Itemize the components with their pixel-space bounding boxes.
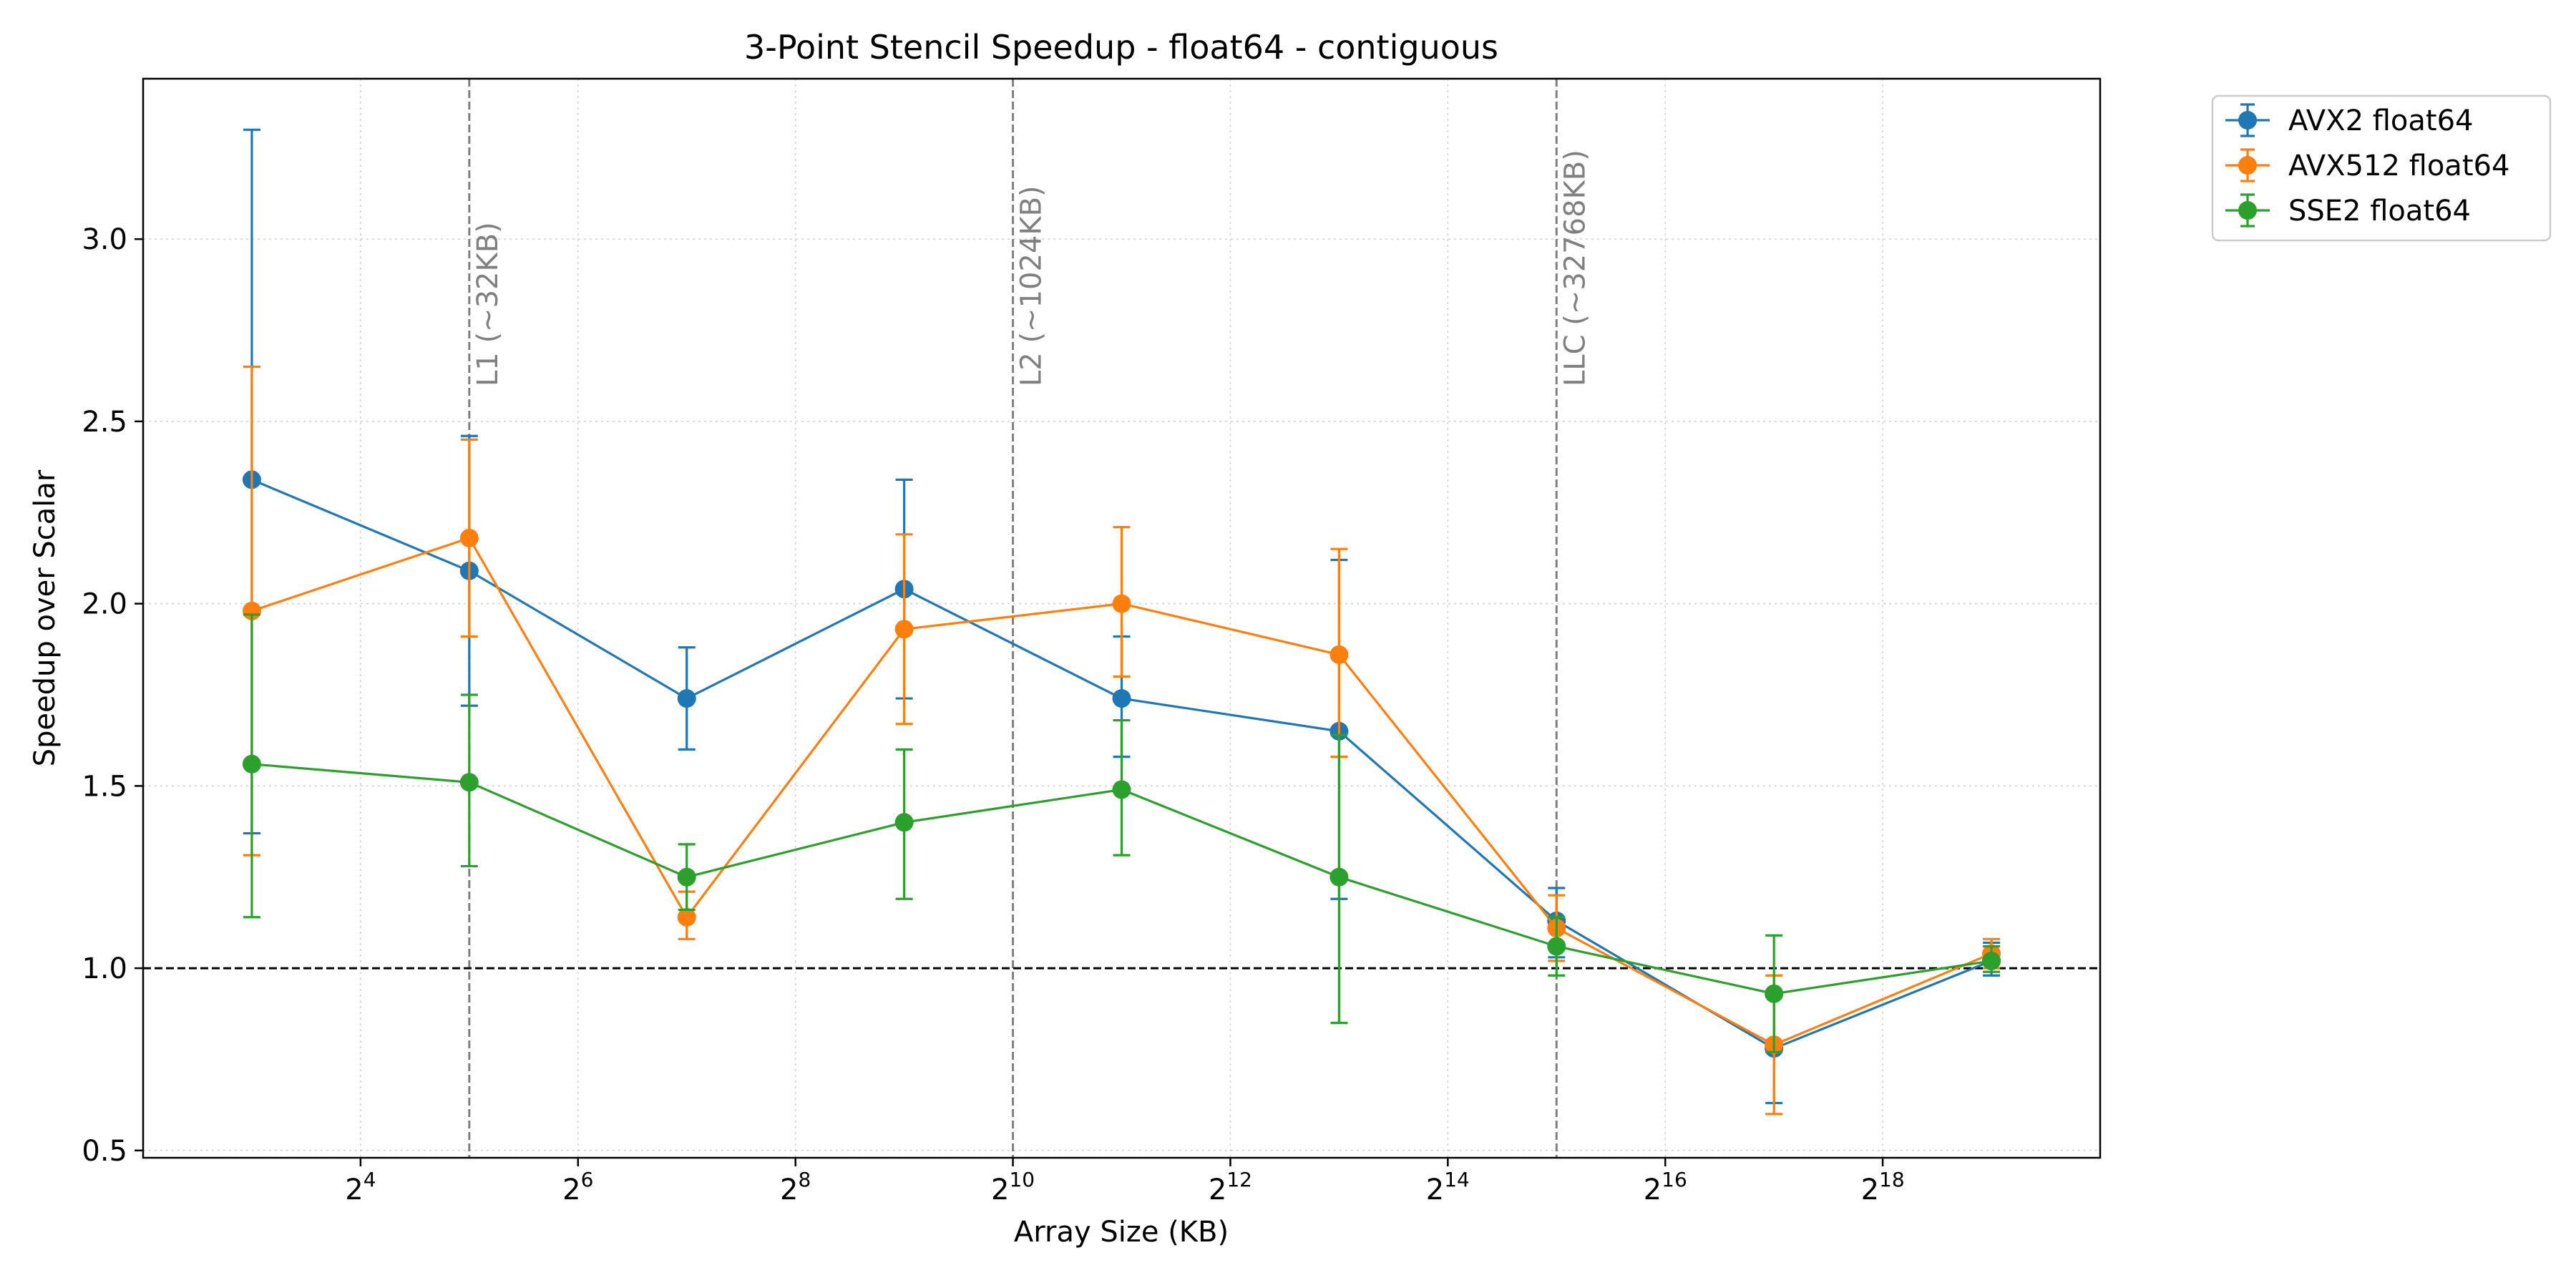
data-point bbox=[1112, 689, 1131, 708]
data-point bbox=[459, 773, 479, 792]
legend-marker bbox=[2238, 156, 2257, 175]
data-point bbox=[894, 813, 914, 832]
x-tick-exponent: 18 bbox=[1879, 1168, 1905, 1191]
y-tick-label: 2.0 bbox=[82, 588, 127, 621]
x-axis-label: Array Size (KB) bbox=[1014, 1216, 1229, 1249]
x-tick-base: 2 bbox=[780, 1174, 798, 1206]
data-point bbox=[242, 754, 261, 774]
legend: AVX2 float64 AVX512 float64 SSE2 float64 bbox=[2211, 94, 2552, 242]
x-tick-label: 28 bbox=[780, 1168, 811, 1206]
x-tick-label: 26 bbox=[562, 1168, 593, 1206]
series-sse2-float64 bbox=[242, 613, 2001, 1053]
data-point bbox=[677, 907, 696, 927]
x-tick-base: 2 bbox=[1861, 1174, 1879, 1206]
data-point bbox=[894, 620, 914, 639]
x-tick-base: 2 bbox=[345, 1174, 363, 1206]
y-tick-label: 1.0 bbox=[82, 952, 127, 985]
x-axis: 24 26 28 210 212 214 216 218 bbox=[345, 1158, 1905, 1206]
legend-label: AVX512 float64 bbox=[2288, 150, 2509, 182]
data-point bbox=[1547, 937, 1566, 956]
legend-label: SSE2 float64 bbox=[2288, 195, 2471, 228]
y-axis-label: Speedup over Scalar bbox=[29, 469, 62, 766]
x-tick-base: 2 bbox=[1426, 1174, 1444, 1206]
x-tick-exponent: 10 bbox=[1009, 1168, 1035, 1191]
x-tick-base: 2 bbox=[1209, 1174, 1226, 1206]
x-tick-exponent: 14 bbox=[1444, 1168, 1470, 1191]
data-point bbox=[1982, 951, 2001, 970]
x-tick-base: 2 bbox=[1644, 1174, 1662, 1206]
data-point bbox=[1112, 780, 1131, 799]
data-point bbox=[459, 528, 479, 547]
legend-label: AVX2 float64 bbox=[2288, 104, 2474, 137]
y-axis: 0.5 1.0 1.5 2.0 2.5 3.0 bbox=[82, 223, 143, 1168]
x-tick-label: 24 bbox=[345, 1168, 376, 1206]
data-point bbox=[1330, 645, 1349, 664]
x-tick-base: 2 bbox=[991, 1174, 1009, 1206]
cache-boundary-label: LLC (~32768KB) bbox=[1558, 150, 1591, 386]
data-point bbox=[1330, 867, 1349, 887]
data-point bbox=[677, 867, 696, 887]
legend-marker bbox=[2238, 111, 2257, 130]
data-point bbox=[1765, 984, 1784, 1003]
x-tick-label: 210 bbox=[991, 1168, 1035, 1206]
plot-area: L1 (~32KB) L2 (~1024KB) LLC (~32768KB) bbox=[142, 77, 2102, 1159]
data-point bbox=[1112, 594, 1131, 613]
y-tick-label: 2.5 bbox=[82, 406, 127, 439]
x-tick-exponent: 12 bbox=[1226, 1168, 1252, 1191]
x-tick-label: 214 bbox=[1426, 1168, 1470, 1206]
cache-boundary-label: L2 (~1024KB) bbox=[1015, 185, 1048, 386]
x-tick-exponent: 8 bbox=[798, 1168, 811, 1191]
legend-entry: AVX512 float64 bbox=[2225, 148, 2509, 182]
x-tick-label: 218 bbox=[1861, 1168, 1905, 1206]
y-tick-label: 1.5 bbox=[82, 770, 127, 803]
series-layer bbox=[242, 128, 2001, 1116]
legend-frame bbox=[2211, 94, 2552, 242]
x-tick-exponent: 6 bbox=[581, 1168, 594, 1191]
cache-boundary-label: L1 (~32KB) bbox=[472, 222, 504, 386]
legend-marker bbox=[2238, 201, 2257, 220]
y-tick-label: 0.5 bbox=[82, 1135, 127, 1168]
x-tick-exponent: 4 bbox=[364, 1168, 376, 1191]
chart-title: 3-Point Stencil Speedup - float64 - cont… bbox=[744, 28, 1498, 67]
x-tick-exponent: 16 bbox=[1662, 1168, 1687, 1191]
legend-entry: SSE2 float64 bbox=[2225, 193, 2471, 228]
plot-frame bbox=[142, 77, 2102, 1159]
data-point bbox=[677, 689, 696, 708]
x-tick-label: 216 bbox=[1644, 1168, 1687, 1206]
y-tick-label: 3.0 bbox=[82, 223, 127, 256]
legend-entry: AVX2 float64 bbox=[2225, 103, 2474, 137]
x-tick-label: 212 bbox=[1209, 1168, 1252, 1206]
x-tick-base: 2 bbox=[562, 1174, 580, 1206]
